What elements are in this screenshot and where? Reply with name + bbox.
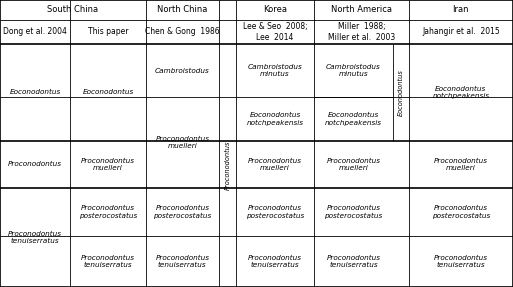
Text: Cambroistodus
minutus: Cambroistodus minutus (326, 64, 381, 77)
Text: North China: North China (157, 5, 207, 14)
Text: Jahangir et al.  2015: Jahangir et al. 2015 (422, 27, 500, 36)
Text: Chen & Gong  1986: Chen & Gong 1986 (145, 27, 220, 36)
Text: Proconodontus
muelleri: Proconodontus muelleri (155, 136, 209, 149)
Text: Proconodontus: Proconodontus (8, 161, 62, 167)
Text: Proconodontus
posterocostatus: Proconodontus posterocostatus (246, 205, 304, 219)
Text: Dong et al. 2004: Dong et al. 2004 (3, 27, 67, 36)
Text: This paper: This paper (88, 27, 128, 36)
Text: Miller  1988;
Miller et al.  2003: Miller 1988; Miller et al. 2003 (328, 22, 395, 42)
Text: Proconodontus
tenuiserratus: Proconodontus tenuiserratus (248, 255, 302, 268)
Text: Proconodontus
tenuiserratus: Proconodontus tenuiserratus (8, 231, 62, 244)
Text: Eoconodontus: Eoconodontus (398, 69, 404, 116)
Text: Korea: Korea (263, 5, 287, 14)
Text: South China: South China (47, 5, 98, 14)
Text: Proconodontus
posterocostatus: Proconodontus posterocostatus (431, 205, 490, 219)
Text: Proconodontus
muelleri: Proconodontus muelleri (326, 158, 381, 171)
Text: Proconodontus: Proconodontus (224, 141, 230, 190)
Text: Eoconodontus
notchpeakensis: Eoconodontus notchpeakensis (325, 113, 382, 125)
Text: Proconodontus
tenuiserratus: Proconodontus tenuiserratus (155, 255, 209, 268)
Text: Eoconodontus: Eoconodontus (83, 89, 134, 95)
Text: Eoconodontus
notchpeakensis: Eoconodontus notchpeakensis (247, 113, 304, 125)
Text: Proconodontus
tenuiserratus: Proconodontus tenuiserratus (434, 255, 488, 268)
Text: Proconodontus
posterocostatus: Proconodontus posterocostatus (324, 205, 383, 219)
Text: Proconodontus
muelleri: Proconodontus muelleri (434, 158, 488, 171)
Text: Proconodontus
tenuiserratus: Proconodontus tenuiserratus (81, 255, 135, 268)
Text: Proconodontus
muelleri: Proconodontus muelleri (248, 158, 302, 171)
Text: Proconodontus
posterocostatus: Proconodontus posterocostatus (153, 205, 211, 219)
Text: Eoconodontus
notchpeakensis: Eoconodontus notchpeakensis (432, 86, 489, 99)
Text: Iran: Iran (452, 5, 469, 14)
Text: Proconodontus
posterocostatus: Proconodontus posterocostatus (79, 205, 137, 219)
Text: Proconodontus
muelleri: Proconodontus muelleri (81, 158, 135, 171)
Text: Lee & Seo  2008;
Lee  2014: Lee & Seo 2008; Lee 2014 (243, 22, 307, 42)
Text: North America: North America (331, 5, 392, 14)
Text: Proconodontus
tenuiserratus: Proconodontus tenuiserratus (326, 255, 381, 268)
Text: Cambroistodus
minutus: Cambroistodus minutus (248, 64, 303, 77)
Text: Cambroistodus: Cambroistodus (155, 67, 210, 73)
Text: Eoconodontus: Eoconodontus (10, 89, 61, 95)
